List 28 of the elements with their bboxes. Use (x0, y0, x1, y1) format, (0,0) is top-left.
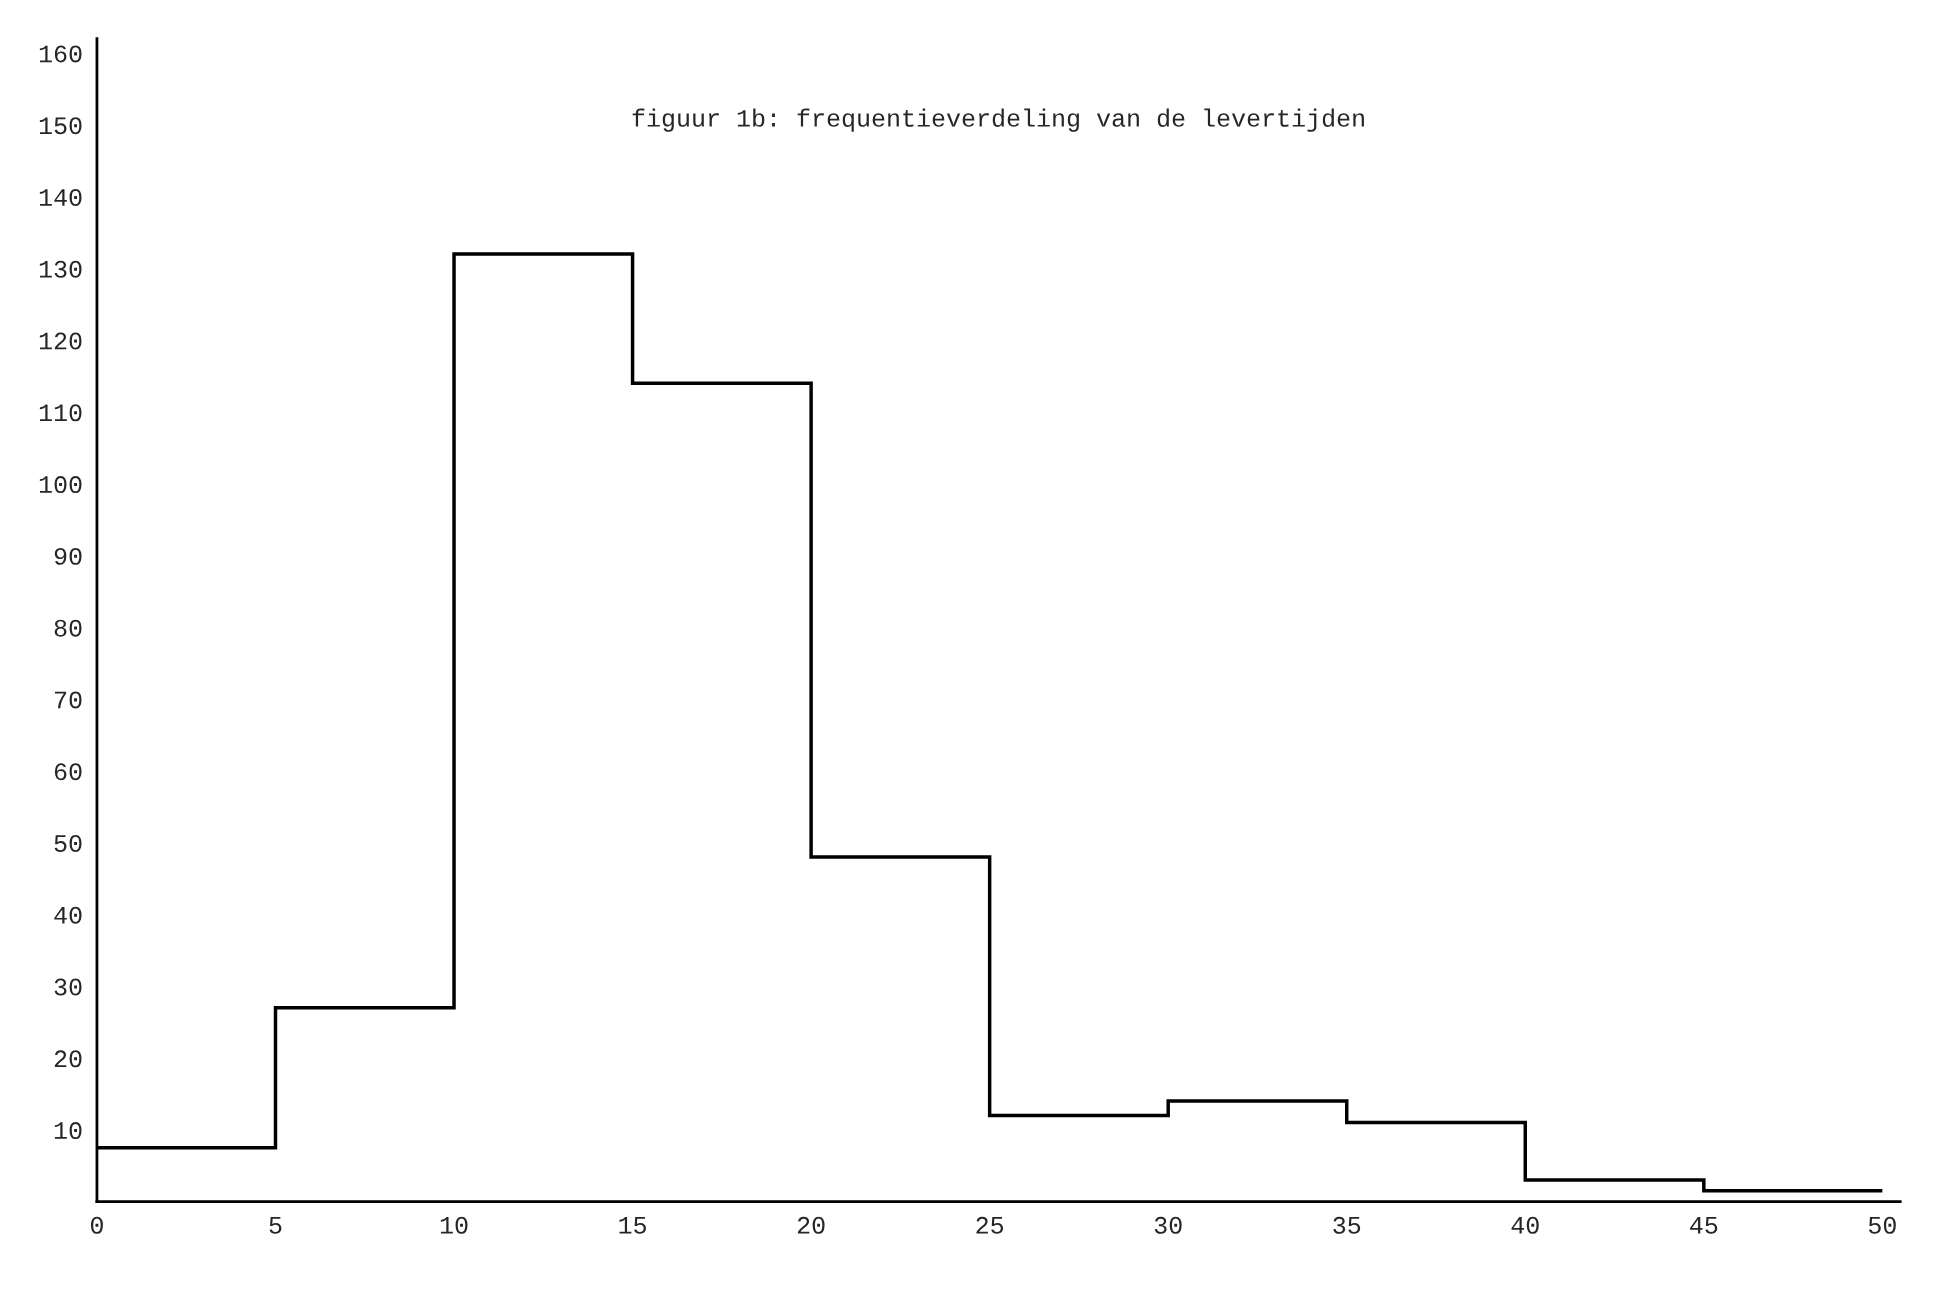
y-tick-label: 130 (39, 260, 82, 278)
x-tick-label: 15 (619, 1217, 646, 1234)
x-tick-label: 40 (1511, 1216, 1539, 1234)
y-tick-label: 90 (54, 547, 82, 565)
x-tick-label: 5 (269, 1217, 282, 1234)
y-tick-label: 140 (39, 189, 82, 206)
x-tick-label: 25 (976, 1216, 1004, 1234)
y-tick-label: 30 (54, 978, 82, 996)
x-tick-label: 20 (797, 1216, 825, 1234)
x-tick-label: 10 (440, 1216, 468, 1234)
y-tick-label: 160 (39, 45, 82, 63)
x-tick-label: 45 (1690, 1217, 1718, 1234)
y-tick-label: 70 (54, 691, 82, 709)
y-tick-label: 50 (54, 835, 82, 852)
y-tick-label: 80 (54, 619, 82, 637)
y-tick-label: 40 (54, 906, 82, 924)
y-tick-label: 60 (54, 763, 82, 781)
y-tick-label: 110 (39, 404, 82, 422)
y-tick-label: 120 (39, 332, 82, 350)
x-tick-label: 35 (1333, 1216, 1361, 1234)
x-tick-label: 0 (90, 1216, 103, 1234)
y-tick-label: 150 (39, 117, 82, 135)
y-tick-label: 100 (39, 476, 82, 494)
x-tick-label: 50 (1868, 1216, 1896, 1234)
text: figuur 1b: frequentieverdeling van de levertijden (632, 108, 1364, 132)
x-tick-label: 30 (1154, 1216, 1182, 1234)
y-tick-label: 20 (54, 1050, 82, 1068)
y-tick-label: 10 (54, 1122, 82, 1140)
